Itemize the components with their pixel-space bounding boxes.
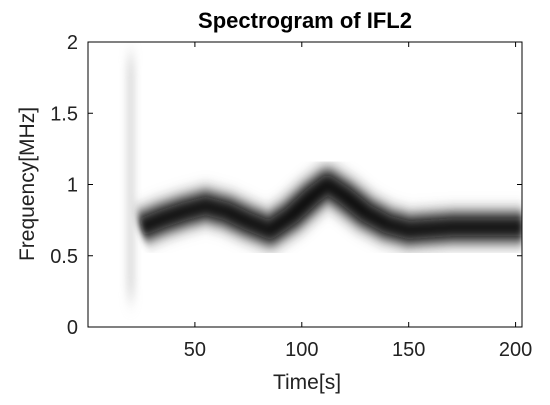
ridge-core bbox=[138, 175, 522, 240]
x-tick-label: 150 bbox=[392, 339, 425, 361]
y-tick-label: 1.5 bbox=[50, 103, 78, 125]
x-axis-label: Time[s] bbox=[273, 371, 341, 394]
x-tick-label: 200 bbox=[499, 339, 532, 361]
x-tick-label: 100 bbox=[285, 339, 318, 361]
y-tick-label: 2 bbox=[67, 32, 78, 54]
onset-streak bbox=[126, 56, 135, 299]
heatmap-layer bbox=[126, 56, 522, 299]
x-tick-label: 50 bbox=[184, 339, 206, 361]
x-axis-ticks: 50 100 150 200 bbox=[184, 42, 532, 361]
y-tick-label: 0.5 bbox=[50, 246, 78, 268]
chart-title: Spectrogram of IFL2 bbox=[198, 8, 412, 33]
y-tick-label: 1 bbox=[67, 175, 78, 197]
y-tick-label: 0 bbox=[67, 317, 78, 339]
y-axis-label: Frequency[MHz] bbox=[16, 107, 39, 261]
y-axis-ticks: 0 0.5 1 1.5 2 bbox=[50, 32, 522, 339]
